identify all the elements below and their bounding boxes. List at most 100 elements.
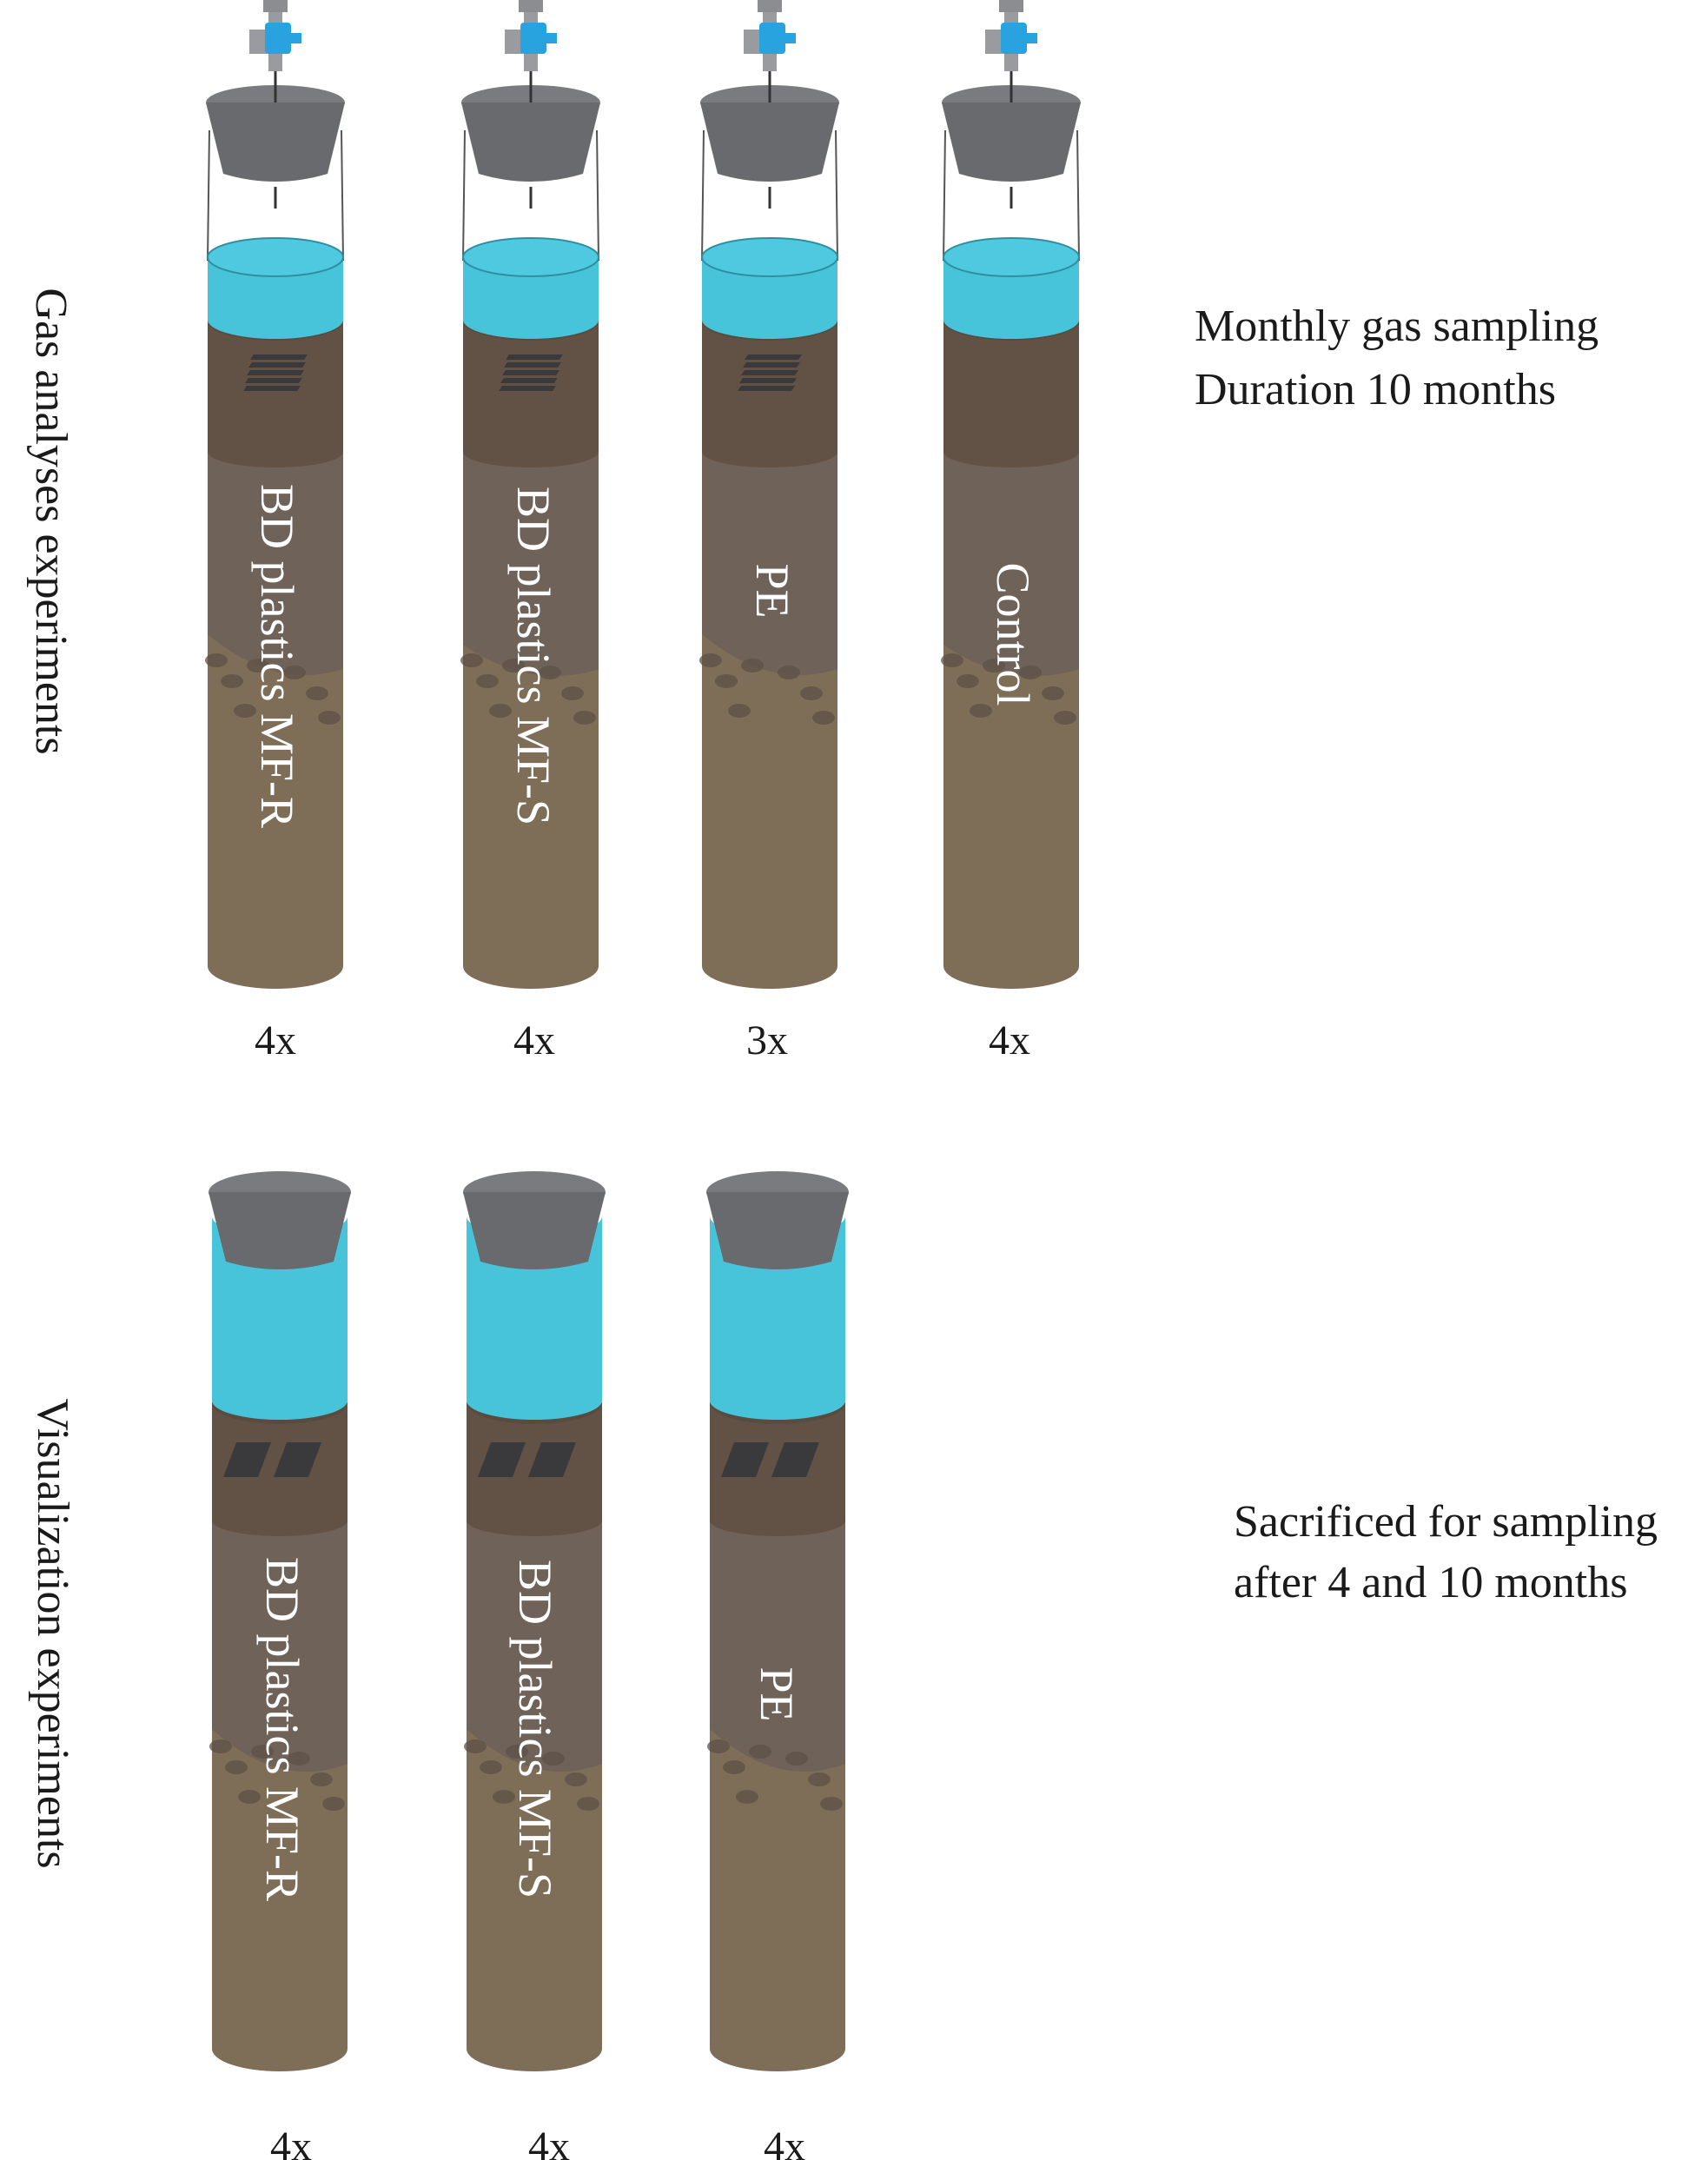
stopper-body: [209, 1192, 351, 1269]
stopper-body: [700, 103, 839, 182]
soil-pebble: [577, 1797, 599, 1811]
visual-count-1: 4x: [270, 2124, 312, 2160]
plastic-square: [771, 1442, 819, 1477]
subsoil-layer: [467, 1512, 602, 1772]
stopper-body: [706, 1192, 849, 1269]
soil-pebble: [539, 666, 561, 679]
valve-side: [744, 30, 761, 54]
soil-pebble: [489, 704, 512, 718]
soil-pebble: [225, 1760, 248, 1774]
gas-column-label-3: PE: [746, 563, 798, 618]
water-surface: [943, 237, 1080, 277]
tube-wall-left: [462, 129, 466, 262]
plastic-square: [478, 1442, 526, 1477]
soil-pebble: [808, 1772, 831, 1786]
visual-note-line2: after 4 and 10 months: [1234, 1558, 1627, 1607]
soil-pebble: [749, 1745, 771, 1759]
tube-wall-left: [207, 129, 210, 262]
soil-pebble: [800, 686, 823, 700]
tube-wall-left: [701, 129, 705, 262]
visual-column-label-3: PE: [751, 1666, 803, 1721]
stopper-body: [463, 1192, 606, 1269]
soil-pebble: [306, 686, 328, 700]
soil-pebble: [941, 653, 963, 667]
columns-layer: [205, 0, 1081, 2071]
soil-pebble: [736, 1790, 758, 1804]
valve-side: [249, 30, 267, 54]
tube-wall-right: [596, 129, 599, 262]
gas-column-1: [205, 0, 345, 989]
gas-column-label-4: Control: [987, 562, 1039, 706]
visual-count-3: 4x: [764, 2124, 805, 2160]
valve-handle: [759, 23, 785, 54]
soil-pebble: [957, 674, 979, 688]
topsoil-layer: [943, 321, 1079, 467]
valve-handle: [520, 23, 546, 54]
gas-count-2: 4x: [513, 1017, 555, 1063]
soil-pebble: [318, 711, 341, 725]
tube-wall-right: [341, 129, 344, 262]
soil-pebble: [970, 704, 992, 718]
gas-column-3: [699, 0, 839, 989]
valve-side: [505, 30, 522, 54]
topsoil-layer: [208, 321, 343, 467]
tube-wall-left: [943, 129, 946, 262]
soil-pebble: [464, 1739, 487, 1753]
water-layer: [212, 1216, 348, 1420]
visual-column-3: [706, 1171, 849, 2071]
soil-pebble: [812, 711, 835, 725]
plastic-square: [528, 1442, 576, 1477]
soil-pebble: [460, 653, 483, 667]
valve-spout: [1022, 33, 1037, 43]
subsoil-layer: [702, 439, 837, 675]
water-layer: [208, 257, 343, 339]
plastic-strip: [502, 370, 559, 375]
plastic-strip: [739, 378, 797, 383]
soil-pebble: [728, 704, 751, 718]
water-surface: [207, 237, 344, 277]
soil-pebble: [699, 653, 722, 667]
soil-pebble: [251, 1745, 274, 1759]
soil-pebble: [221, 674, 243, 688]
plastic-strip: [245, 378, 302, 383]
gas-count-4: 4x: [989, 1017, 1030, 1063]
valve-cap: [519, 0, 543, 12]
valve-handle: [265, 23, 291, 54]
gas-note-line2: Duration 10 months: [1195, 365, 1556, 414]
soil-pebble: [741, 659, 764, 673]
gas-column-label-2: BD plastics MF-S: [507, 487, 559, 825]
visual-column-label-2: BD plastics MF-S: [509, 1560, 561, 1898]
subsoil-layer: [208, 439, 343, 675]
valve-spout: [286, 33, 301, 43]
soil-pebble: [247, 659, 269, 673]
topsoil-layer: [463, 321, 599, 467]
gas-section-label: Gas analyses experiments: [26, 288, 76, 754]
tube-wall-right: [835, 129, 838, 262]
water-surface: [462, 237, 599, 277]
gas-column-4: [941, 0, 1081, 989]
plastic-strip: [247, 370, 304, 375]
valve-side: [985, 30, 1003, 54]
soil-pebble: [1054, 711, 1076, 725]
soil-pebble: [1019, 666, 1042, 679]
topsoil-layer: [702, 321, 837, 467]
subsoil-layer: [212, 1512, 348, 1772]
valve-cap: [758, 0, 782, 12]
subsoil-layer: [943, 439, 1079, 677]
soil-pebble: [493, 1790, 515, 1804]
valve-spout: [541, 33, 557, 43]
soil-pebble: [283, 666, 306, 679]
valve-spout: [780, 33, 796, 43]
soil-pebble: [205, 653, 228, 667]
plastic-strip: [504, 362, 561, 368]
soil-pebble: [561, 686, 584, 700]
plastic-strip: [500, 378, 558, 383]
tube-wall-right: [1076, 129, 1080, 262]
soil-pebble: [310, 1772, 333, 1786]
visual-note-line1: Sacrificed for sampling: [1234, 1497, 1658, 1547]
water-layer: [702, 257, 837, 339]
soil-pebble: [506, 1745, 528, 1759]
plastic-strip: [250, 354, 308, 360]
plastic-strip: [499, 386, 556, 391]
